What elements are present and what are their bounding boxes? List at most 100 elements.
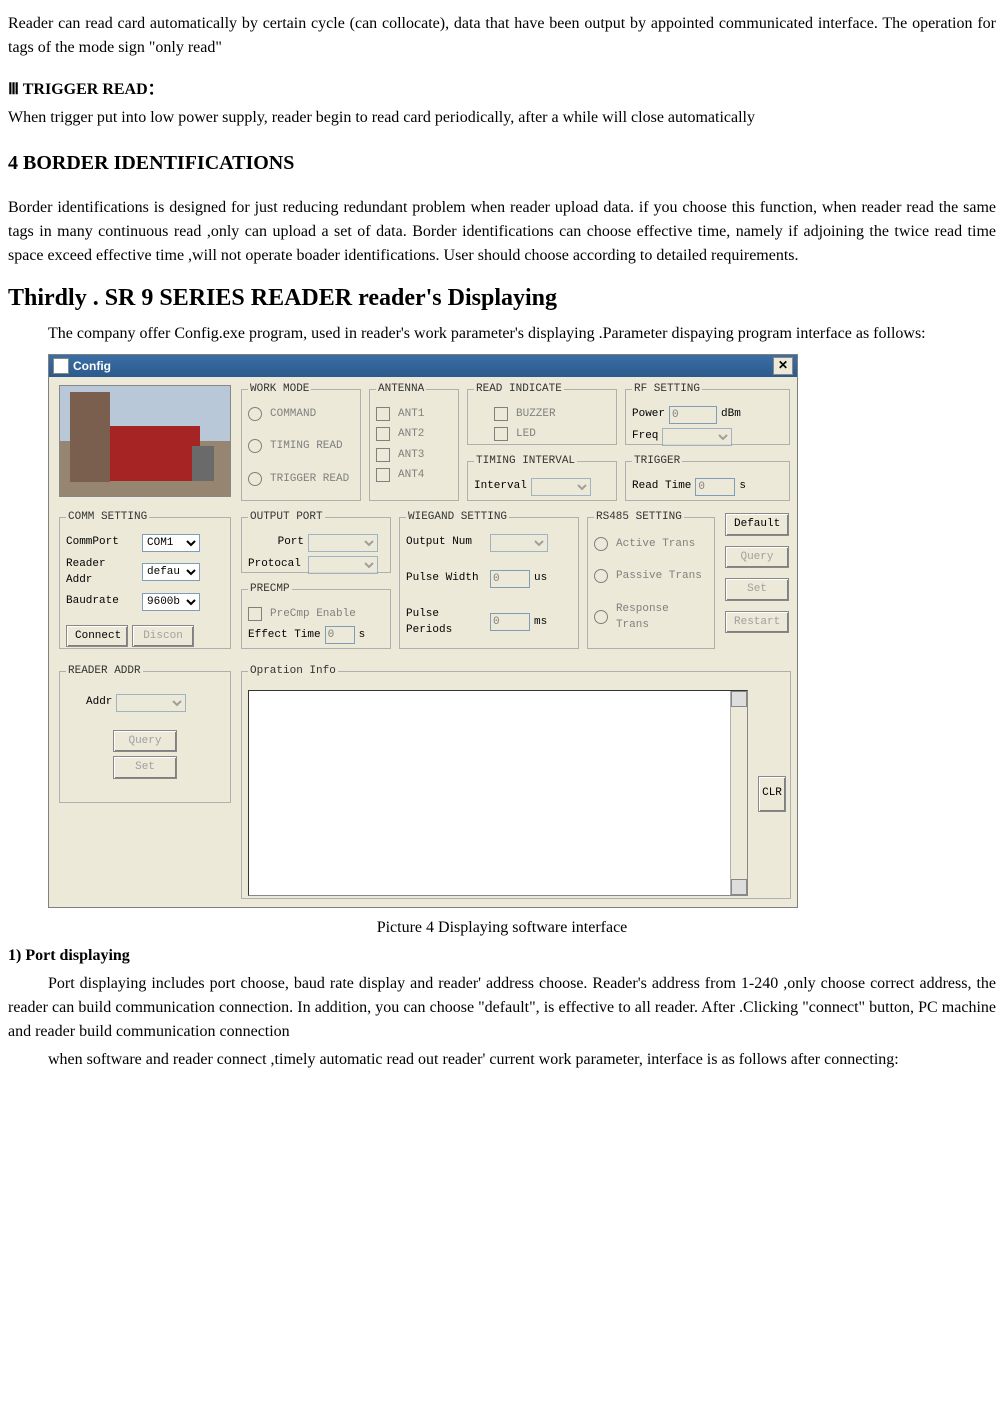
effect-time-label: Effect Time bbox=[248, 627, 321, 644]
trigger-heading: Ⅲ TRIGGER READ： bbox=[8, 78, 996, 102]
pulse-width-label: Pulse Width bbox=[406, 570, 486, 587]
buzzer-check[interactable] bbox=[494, 407, 508, 421]
freq-select[interactable] bbox=[662, 428, 732, 446]
rf-legend: RF SETTING bbox=[632, 381, 702, 398]
antenna-group: ANTENNA ANT1 ANT2 ANT3 ANT4 bbox=[369, 381, 459, 501]
port-para2: when software and reader connect ,timely… bbox=[8, 1048, 996, 1072]
read-time-input[interactable] bbox=[695, 478, 735, 496]
led-label: LED bbox=[516, 426, 536, 443]
set-button[interactable]: Set bbox=[725, 578, 789, 601]
app-icon bbox=[53, 358, 69, 374]
ant1-label: ANT1 bbox=[398, 406, 424, 423]
thirdly-paragraph: The company offer Config.exe program, us… bbox=[8, 322, 996, 346]
timing-label: TIMING READ bbox=[270, 438, 343, 455]
trigger-paragraph: When trigger put into low power supply, … bbox=[8, 106, 996, 130]
ant3-check[interactable] bbox=[376, 448, 390, 462]
reader-addr-legend: READER ADDR bbox=[66, 663, 143, 680]
dbm-label: dBm bbox=[721, 406, 741, 423]
output-legend: OUTPUT PORT bbox=[248, 509, 325, 526]
border-heading: 4 BORDER IDENTIFICATIONS bbox=[8, 148, 996, 178]
ant3-label: ANT3 bbox=[398, 447, 424, 464]
window-titlebar: Config ✕ bbox=[49, 355, 797, 377]
commport-select[interactable]: COM1 bbox=[142, 534, 200, 552]
addr-query-button[interactable]: Query bbox=[113, 730, 177, 753]
query-button[interactable]: Query bbox=[725, 546, 789, 569]
opration-info-group: Opration Info CLR bbox=[241, 663, 791, 899]
pulse-width-input[interactable] bbox=[490, 570, 530, 588]
rs485-legend: RS485 SETTING bbox=[594, 509, 684, 526]
ant1-check[interactable] bbox=[376, 407, 390, 421]
commport-label: CommPort bbox=[66, 534, 138, 551]
timing-radio[interactable] bbox=[248, 439, 262, 453]
restart-button[interactable]: Restart bbox=[725, 611, 789, 634]
config-screenshot: Config ✕ WORK MODE COMMAND TIMING READ T… bbox=[48, 354, 798, 908]
connect-button[interactable]: Connect bbox=[66, 625, 128, 648]
precmp-check[interactable] bbox=[248, 607, 262, 621]
antenna-legend: ANTENNA bbox=[376, 381, 426, 398]
power-input[interactable] bbox=[669, 406, 717, 424]
output-num-select[interactable] bbox=[490, 534, 548, 552]
command-label: COMMAND bbox=[270, 406, 316, 423]
opration-legend: Opration Info bbox=[248, 663, 338, 680]
freq-label: Freq bbox=[632, 428, 658, 445]
interval-label: Interval bbox=[474, 478, 527, 495]
info-textarea[interactable] bbox=[248, 690, 748, 896]
reader-addr-label: Reader Addr bbox=[66, 556, 138, 589]
port-label: Port bbox=[248, 534, 304, 551]
comm-legend: COMM SETTING bbox=[66, 509, 149, 526]
close-icon[interactable]: ✕ bbox=[773, 357, 793, 375]
addr-set-button[interactable]: Set bbox=[113, 756, 177, 779]
read-indicate-group: READ INDICATE BUZZER LED bbox=[467, 381, 617, 445]
read-indicate-legend: READ INDICATE bbox=[474, 381, 564, 398]
ant2-check[interactable] bbox=[376, 427, 390, 441]
timing-interval-legend: TIMING INTERVAL bbox=[474, 453, 577, 470]
read-time-unit: s bbox=[739, 478, 746, 495]
addr-select[interactable] bbox=[116, 694, 186, 712]
thirdly-heading: Thirdly . SR 9 SERIES READER reader's Di… bbox=[8, 280, 996, 316]
window-title: Config bbox=[69, 357, 773, 375]
interval-select[interactable] bbox=[531, 478, 591, 496]
passive-radio[interactable] bbox=[594, 569, 608, 583]
rf-setting-group: RF SETTING Power dBm Freq bbox=[625, 381, 790, 445]
discon-button[interactable]: Discon bbox=[132, 625, 194, 648]
active-radio[interactable] bbox=[594, 537, 608, 551]
clr-button[interactable]: CLR bbox=[758, 776, 786, 812]
reader-addr-select[interactable]: defau bbox=[142, 563, 200, 581]
output-num-label: Output Num bbox=[406, 534, 486, 551]
ant2-label: ANT2 bbox=[398, 426, 424, 443]
pulse-periods-label: Pulse Periods bbox=[406, 606, 486, 639]
default-button[interactable]: Default bbox=[725, 513, 789, 536]
scrollbar[interactable] bbox=[730, 691, 747, 895]
figure-caption: Picture 4 Displaying software interface bbox=[8, 916, 996, 940]
precmp-group: PRECMP PreCmp Enable Effect Times bbox=[241, 581, 391, 649]
active-label: Active Trans bbox=[616, 536, 695, 553]
config-body: WORK MODE COMMAND TIMING READ TRIGGER RE… bbox=[49, 377, 797, 907]
passive-label: Passive Trans bbox=[616, 568, 702, 585]
response-radio[interactable] bbox=[594, 610, 608, 624]
rs485-group: RS485 SETTING Active Trans Passive Trans… bbox=[587, 509, 715, 649]
work-mode-group: WORK MODE COMMAND TIMING READ TRIGGER RE… bbox=[241, 381, 361, 501]
port-para1: Port displaying includes port choose, ba… bbox=[8, 972, 996, 1044]
command-radio[interactable] bbox=[248, 407, 262, 421]
config-window: Config ✕ WORK MODE COMMAND TIMING READ T… bbox=[48, 354, 798, 908]
protocal-select[interactable] bbox=[308, 556, 378, 574]
effect-time-input[interactable] bbox=[325, 626, 355, 644]
side-buttons: Default Query Set Restart bbox=[725, 513, 789, 633]
power-label: Power bbox=[632, 406, 665, 423]
trigger-legend: TRIGGER bbox=[632, 453, 682, 470]
baudrate-select[interactable]: 9600b bbox=[142, 593, 200, 611]
pp-unit: ms bbox=[534, 614, 547, 631]
addr-label: Addr bbox=[86, 694, 112, 711]
precmp-legend: PRECMP bbox=[248, 581, 292, 598]
trigger-read-label: TRIGGER READ bbox=[270, 471, 349, 488]
reader-addr-group: READER ADDR Addr Query Set bbox=[59, 663, 231, 803]
pulse-periods-input[interactable] bbox=[490, 613, 530, 631]
effect-unit: s bbox=[359, 627, 366, 644]
port-select[interactable] bbox=[308, 534, 378, 552]
wiegand-legend: WIEGAND SETTING bbox=[406, 509, 509, 526]
read-time-label: Read Time bbox=[632, 478, 691, 495]
work-mode-legend: WORK MODE bbox=[248, 381, 311, 398]
led-check[interactable] bbox=[494, 427, 508, 441]
ant4-check[interactable] bbox=[376, 468, 390, 482]
trigger-radio[interactable] bbox=[248, 472, 262, 486]
